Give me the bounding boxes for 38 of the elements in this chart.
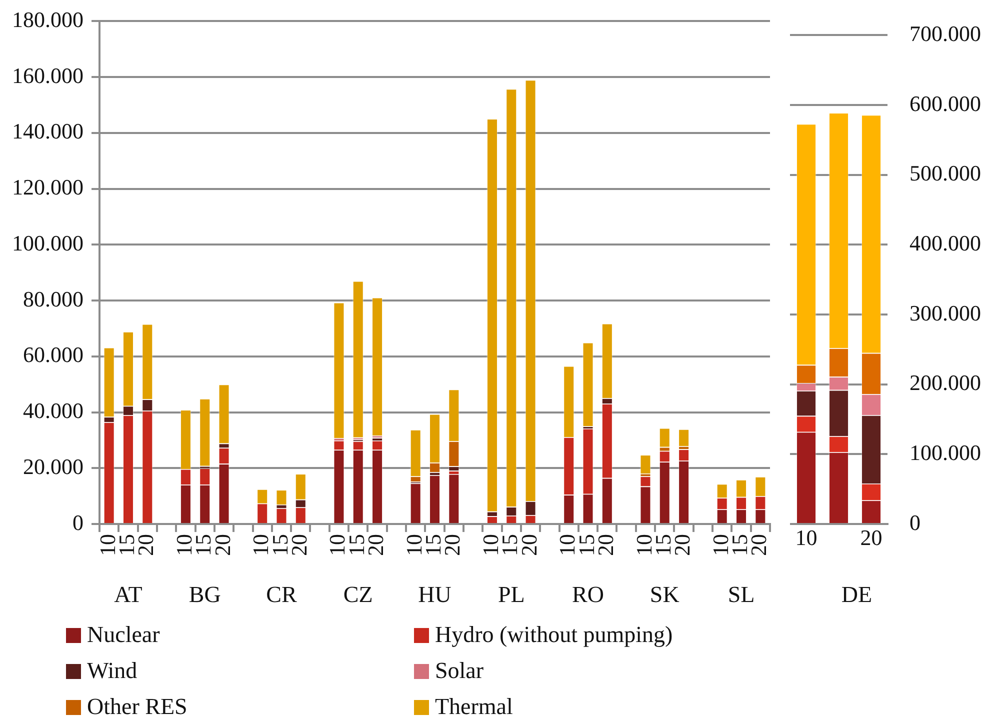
- y-tick-label: 100.000: [12, 230, 84, 256]
- legend-label: Thermal: [435, 694, 513, 719]
- y-tick-label: 300.000: [910, 300, 981, 326]
- text: RO: [572, 582, 604, 608]
- y-tick-label: 160.000: [12, 62, 84, 88]
- legend-label: Other RES: [87, 694, 188, 719]
- y-tick-label: 180.000: [12, 6, 84, 32]
- text: HU: [418, 582, 452, 608]
- y-tick-label: 400.000: [910, 230, 981, 256]
- x-tick-label: 20: [860, 524, 882, 550]
- y-tick-label: 20.000: [23, 454, 84, 479]
- text: BG: [188, 582, 221, 608]
- y-tick-label: 60.000: [23, 342, 84, 368]
- y-tick-label: 140.000: [12, 118, 84, 144]
- text: SK: [650, 582, 680, 608]
- text: SL: [728, 582, 755, 608]
- y-tick-label: 500.000: [910, 160, 981, 186]
- text: CZ: [343, 582, 373, 608]
- text: CR: [266, 582, 298, 608]
- text: DE: [841, 582, 872, 608]
- y-tick-label: 40.000: [23, 398, 84, 424]
- y-tick-label: 0: [910, 510, 920, 535]
- y-tick-label: 80.000: [23, 286, 84, 312]
- y-tick-label: 120.000: [12, 174, 84, 200]
- x-tick-label: 10: [631, 534, 656, 556]
- x-tick-label: 20: [670, 534, 695, 556]
- y-tick-label: 700.000: [910, 20, 981, 46]
- legend-label: Wind: [87, 658, 138, 684]
- x-tick-label: 10: [795, 524, 818, 550]
- text: PL: [498, 582, 525, 608]
- y-tick-label: 100.000: [910, 440, 981, 465]
- y-tick-label: 0: [72, 510, 84, 535]
- legend-label: Hydro (without pumping): [435, 622, 673, 648]
- legend-label: Nuclear: [87, 622, 160, 648]
- y-tick-label: 200.000: [910, 370, 981, 396]
- legend-label: Solar: [435, 658, 484, 684]
- text: AT: [114, 582, 142, 608]
- y-tick-label: 600.000: [910, 90, 981, 116]
